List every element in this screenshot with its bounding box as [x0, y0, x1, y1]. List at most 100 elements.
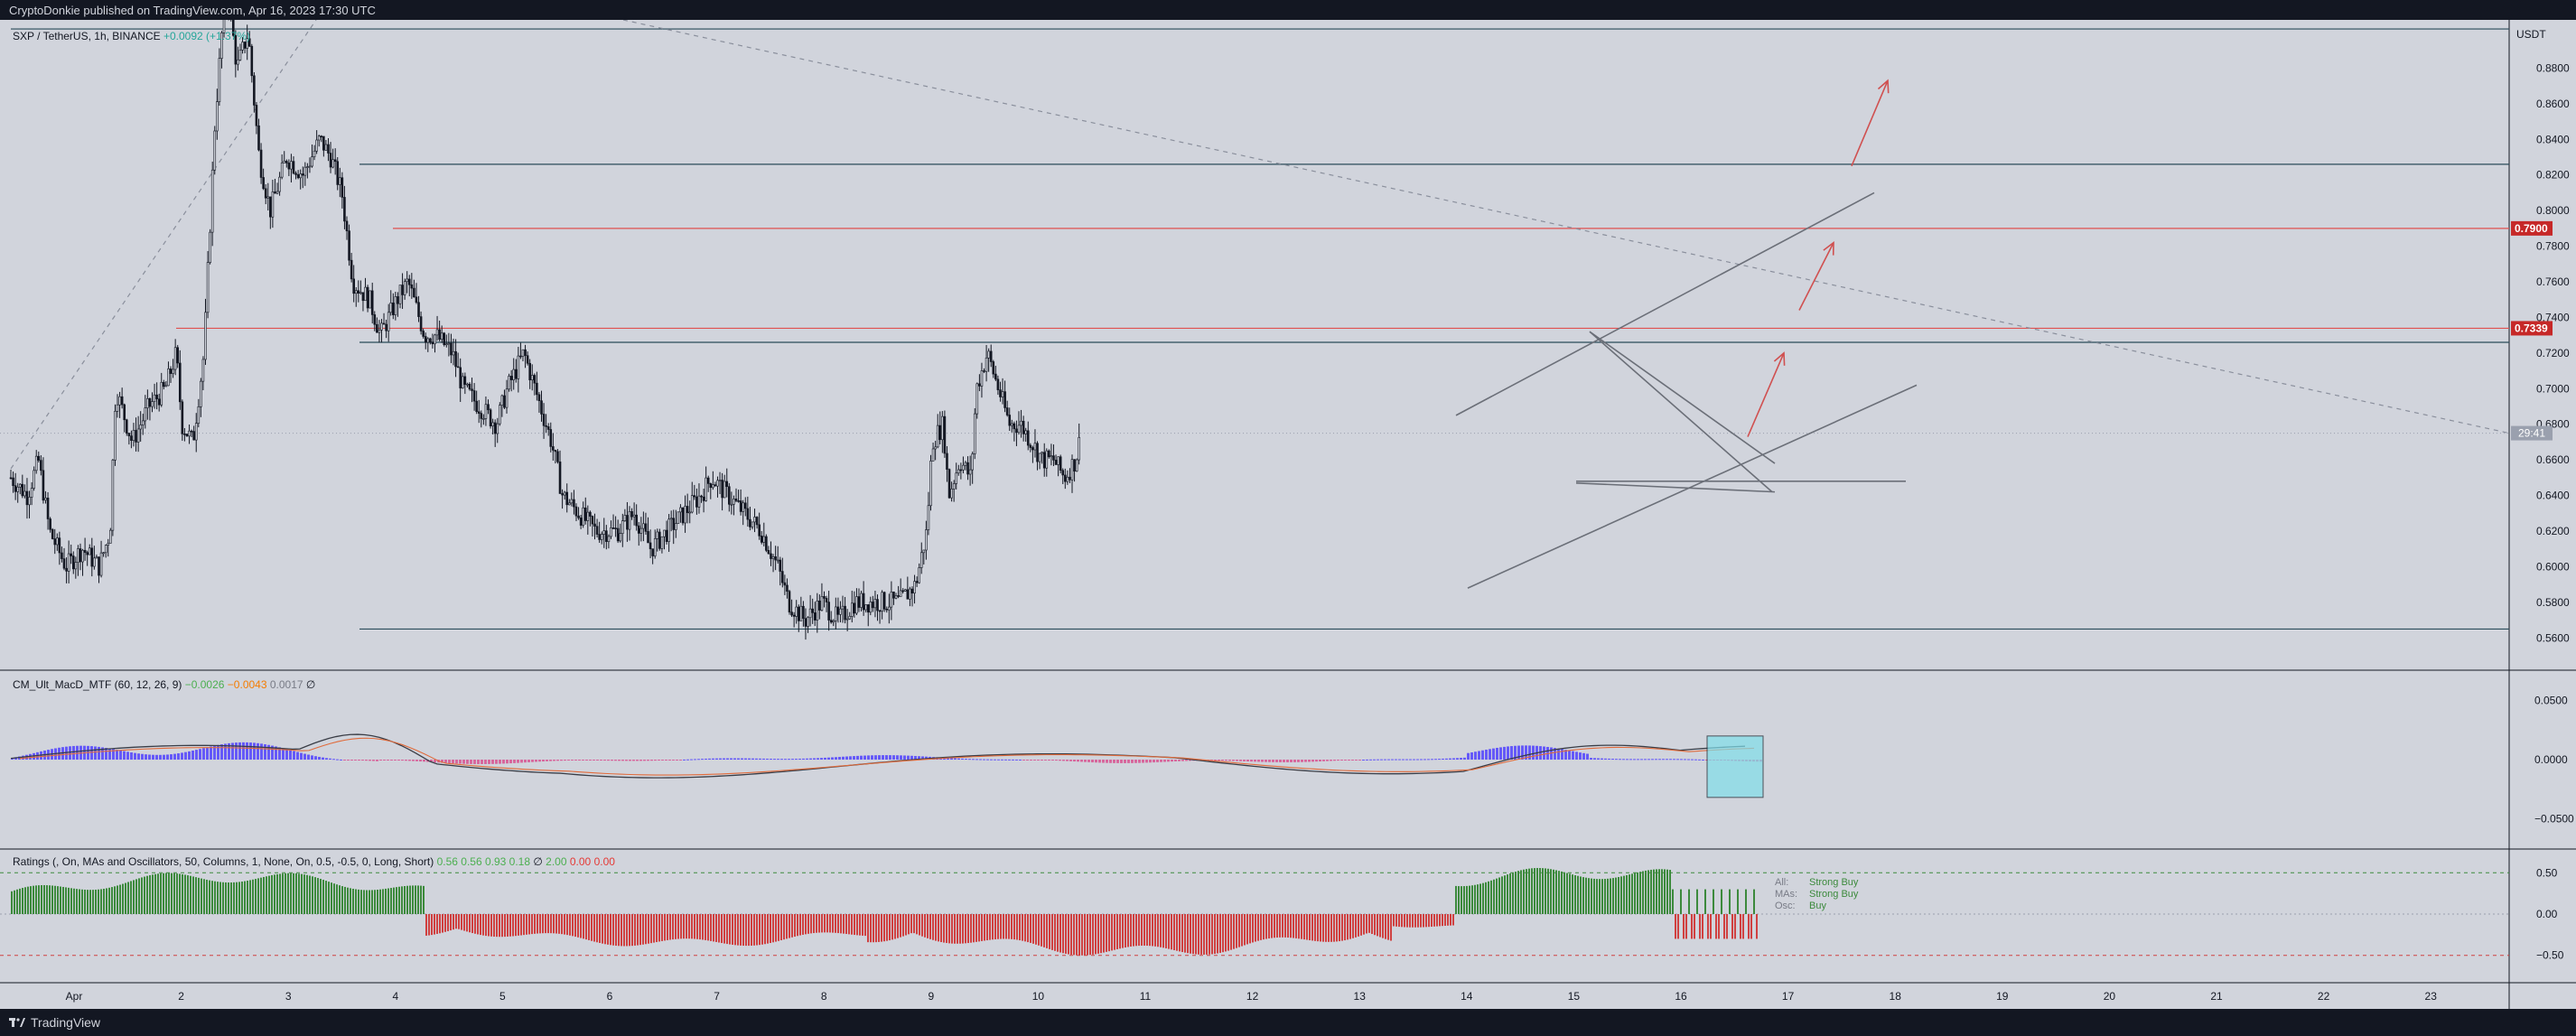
macd-bar: [130, 752, 133, 760]
macd-bar: [1171, 760, 1173, 762]
tradingview-brand[interactable]: TradingView: [9, 1015, 100, 1030]
candle-body: [172, 369, 174, 374]
macd-bar: [1008, 759, 1011, 761]
rating-bar: [864, 914, 866, 937]
candle-body: [51, 528, 54, 539]
rating-bar: [734, 914, 736, 946]
rating-bar: [1054, 914, 1056, 951]
macd-bar: [1077, 760, 1079, 762]
rating-bar: [940, 914, 942, 943]
rating-bar: [1534, 868, 1535, 914]
rating-bar: [1669, 870, 1671, 914]
candle-body: [278, 176, 281, 192]
macd-bar: [1575, 751, 1578, 760]
rating-bar: [1688, 889, 1690, 914]
rating-bar: [1325, 914, 1327, 942]
rating-bar: [154, 873, 156, 914]
macd-bar: [1308, 760, 1311, 762]
candle-body: [440, 332, 443, 341]
rating-row-value: Strong Buy: [1809, 889, 1859, 900]
candle-body: [742, 502, 745, 512]
candle-body: [788, 591, 791, 612]
macd-bar: [275, 746, 277, 760]
macd-bar: [1539, 746, 1542, 760]
rating-bar: [1436, 914, 1438, 927]
rating-bar: [975, 914, 977, 942]
candle-body: [1011, 423, 1013, 426]
chart-canvas[interactable]: 0.88000.86000.84000.82000.80000.78000.76…: [0, 20, 2576, 1009]
rating-bar: [344, 886, 346, 914]
candle-body: [139, 425, 142, 430]
rating-bar: [1517, 871, 1519, 914]
macd-bar: [365, 760, 368, 761]
rating-bar: [287, 873, 289, 914]
rating-bar: [843, 914, 845, 934]
macd-bar: [1055, 760, 1058, 761]
macd-value-2: −0.0043: [227, 678, 267, 691]
rating-bar: [723, 914, 725, 944]
rating-bar: [1059, 914, 1061, 953]
macd-bar: [296, 751, 299, 760]
rating-bar: [1276, 914, 1278, 938]
rating-bar: [173, 873, 175, 914]
macd-bar: [582, 760, 584, 761]
rating-bar: [1024, 914, 1026, 942]
macd-bar: [1286, 760, 1289, 762]
rating-bar: [333, 883, 335, 914]
rating-bar: [686, 914, 687, 939]
rating-bar: [146, 875, 148, 914]
candle-body: [426, 338, 430, 343]
time-tick-label: 14: [1461, 990, 1473, 1003]
rating-bar: [816, 914, 817, 933]
rating-bar: [1116, 914, 1118, 949]
macd-bar: [1004, 759, 1007, 761]
macd-bar: [1460, 758, 1462, 760]
rating-bar: [992, 914, 994, 940]
rating-bar: [144, 876, 145, 914]
rating-bar: [851, 914, 853, 935]
candle-body: [649, 542, 652, 549]
rating-bar: [607, 914, 609, 945]
rating-bar: [51, 885, 53, 914]
macd-bar: [957, 758, 960, 760]
candle-body: [989, 350, 993, 362]
macd-bar: [1604, 758, 1607, 760]
macd-bar: [163, 754, 165, 760]
rating-bar: [1737, 889, 1739, 914]
time-tick-label: 22: [2318, 990, 2330, 1003]
price-tick-label: 0.8800: [2536, 61, 2570, 74]
rating-bar: [306, 874, 308, 914]
candle-body: [496, 423, 499, 434]
candle-body: [345, 220, 349, 231]
candle-body: [1052, 455, 1055, 461]
candle-body: [941, 415, 944, 441]
candle-body: [107, 543, 110, 546]
candle-body: [216, 101, 219, 132]
macd-bar: [249, 742, 252, 760]
rating-bar: [626, 914, 628, 947]
candle-body: [424, 336, 427, 343]
candle-body: [853, 602, 856, 614]
candle-body: [992, 361, 995, 375]
candle-body: [811, 608, 814, 613]
candle-body: [102, 552, 105, 555]
rating-bar: [561, 914, 563, 935]
macd-bar: [1369, 759, 1372, 761]
rating-bar: [1726, 914, 1728, 939]
candle-body: [466, 383, 469, 386]
macd-bar: [831, 757, 834, 760]
macd-bar: [647, 760, 649, 761]
candle-body: [774, 556, 777, 561]
macd-bar: [1268, 760, 1271, 762]
rating-bar: [688, 914, 690, 939]
rating-bar: [1409, 914, 1411, 928]
macd-bar: [1694, 759, 1697, 761]
candle-body: [407, 278, 411, 285]
rating-bar: [1420, 914, 1422, 928]
macd-bar: [1619, 759, 1621, 761]
rating-bar: [1236, 914, 1237, 948]
candle-body: [397, 296, 399, 304]
chart-area[interactable]: 0.8800 0.8600 0.8400 0.8200 0.8000 0.7800 0.76…: [0, 20, 2576, 1009]
time-tick-label: Apr: [66, 990, 83, 1003]
rating-bar: [406, 885, 408, 914]
